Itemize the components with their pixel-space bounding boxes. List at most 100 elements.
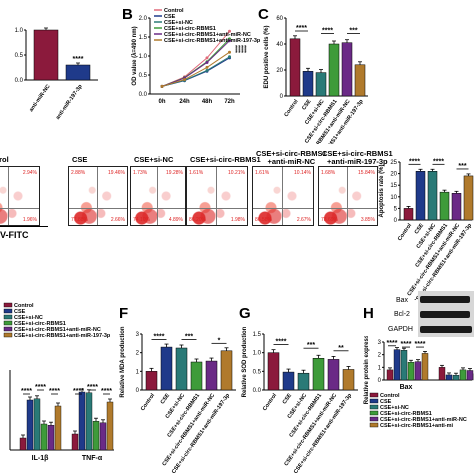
chart-panel-a: 1.0 0.5 0.0 anti-miR-NC anti-miR-197-3p **** bbox=[15, 27, 98, 121]
h-legend-label: CSE+si-circ-RBMS1 bbox=[380, 411, 432, 417]
flow-quadrant-value: 86.20% bbox=[189, 217, 206, 223]
h-bar bbox=[386, 369, 394, 381]
e-bar bbox=[78, 391, 86, 451]
flow-gate-h bbox=[131, 207, 185, 209]
flow-gate-h bbox=[253, 207, 313, 209]
panel-label-b: B bbox=[122, 6, 133, 23]
flow-dots bbox=[253, 167, 313, 225]
g-ylabel: Relative SOD production bbox=[242, 326, 248, 397]
flow-quadrant-value: 10.14% bbox=[294, 170, 311, 176]
c-bar bbox=[302, 71, 314, 97]
blot-label-gapdh: GAPDH bbox=[388, 326, 413, 333]
e-significance: **** bbox=[35, 384, 46, 391]
f-ylabel: Relative MDA production bbox=[120, 326, 126, 397]
flow-quadrant-value: 1.73% bbox=[133, 170, 148, 176]
panel-label-f: F bbox=[119, 305, 129, 322]
h-legend-label: CSE+si-circ-RBMS1+anti-miR-NC bbox=[380, 417, 467, 423]
e-legend-label: CSE+si-circ-RBMS1+anti-miR-NC bbox=[14, 327, 101, 333]
flow-plot: 1.73% 19.28% 74.10% 4.89% bbox=[130, 166, 186, 226]
h-legend-swatch bbox=[369, 410, 379, 416]
flow-plot: 1.61% 10.21% 86.20% 1.98% bbox=[186, 166, 248, 226]
f-bar bbox=[145, 371, 158, 391]
flow-axis-arrow bbox=[0, 226, 48, 227]
flow-gate-v bbox=[346, 167, 348, 225]
h-bar bbox=[466, 370, 474, 381]
e-bar bbox=[99, 422, 107, 451]
d-ylabel: Apoptosis rate (%) bbox=[379, 164, 385, 217]
h-ytick-label: 2 bbox=[378, 353, 382, 359]
e-significance: **** bbox=[49, 388, 60, 395]
flow-quadrant-value: 2.88% bbox=[71, 170, 86, 176]
g-xtick-label: Control bbox=[262, 392, 278, 412]
c-ylabel: EDU positive cells (%) bbox=[264, 25, 270, 88]
d-bar bbox=[403, 208, 414, 221]
h-significance: **** bbox=[415, 341, 426, 348]
flow-x-axis-label: V-FITC bbox=[0, 230, 29, 240]
blot-band-bcl2 bbox=[420, 311, 470, 318]
flow-title: Control bbox=[0, 155, 9, 164]
a-bar bbox=[33, 29, 59, 81]
d-ytick-label: 0 bbox=[394, 218, 398, 224]
c-bar bbox=[315, 72, 327, 97]
flow-dots bbox=[0, 167, 39, 225]
b-significance: **** bbox=[241, 45, 247, 53]
flow-title: CSE+si-circ-RBMS1 +anti-miR-NC bbox=[256, 149, 327, 166]
flow-quadrant-value: 1.68% bbox=[321, 170, 336, 176]
f-bar bbox=[220, 350, 233, 391]
flow-quadrant-value: 10.21% bbox=[228, 170, 245, 176]
flow-dots bbox=[69, 167, 127, 225]
e-legend-label: CSE bbox=[14, 309, 26, 315]
f-significance: *** bbox=[185, 334, 193, 341]
g-ytick-label: 1.5 bbox=[253, 332, 262, 338]
flow-quadrant-value: 1.61% bbox=[255, 170, 270, 176]
f-bar bbox=[190, 361, 203, 391]
c-ytick-label: 0 bbox=[280, 94, 284, 100]
c-bar bbox=[341, 42, 353, 97]
panel-label-h: H bbox=[363, 305, 374, 322]
b-point bbox=[228, 29, 231, 33]
c-bar bbox=[289, 38, 301, 97]
flow-quadrant-value: 4.89% bbox=[168, 217, 183, 223]
g-significance: ** bbox=[338, 345, 344, 352]
h-bar bbox=[393, 349, 401, 381]
flow-quadrant-value: 1.61% bbox=[189, 170, 204, 176]
e-bar bbox=[19, 437, 27, 451]
g-bar bbox=[327, 359, 340, 391]
b-xtick-label: 72h bbox=[224, 99, 235, 105]
c-ytick-label: 40 bbox=[276, 42, 283, 48]
d-ytick-label: 10 bbox=[390, 195, 397, 201]
e-legend-swatch bbox=[3, 302, 13, 308]
flow-quadrant-value: 77.88% bbox=[71, 217, 88, 223]
a-significance: **** bbox=[73, 56, 84, 63]
h-legend-label: Control bbox=[380, 393, 400, 399]
e-bar bbox=[54, 405, 62, 451]
b-significance: **** bbox=[238, 45, 244, 53]
e-bar bbox=[40, 423, 48, 451]
g-significance: **** bbox=[276, 338, 287, 345]
b-series-line bbox=[161, 40, 230, 87]
flow-quadrant-value: 1.96% bbox=[22, 217, 37, 223]
h-bar bbox=[400, 350, 408, 381]
e-legend-swatch bbox=[3, 326, 13, 332]
c-bar bbox=[354, 64, 366, 97]
chart-panel-d: 25 20 15 10 5 0 Apoptosis rate (%) Control CSECS… bbox=[379, 158, 474, 300]
b-xtick-label: 0h bbox=[158, 99, 165, 105]
flow-quadrant-value: 3.85% bbox=[360, 217, 375, 223]
e-legend-swatch bbox=[3, 308, 13, 314]
e-legend-label: Control bbox=[14, 303, 34, 309]
a-ytick-label: 0.0 bbox=[15, 78, 24, 84]
d-ytick-label: 25 bbox=[390, 160, 397, 166]
panel-label-g: G bbox=[239, 305, 251, 322]
f-xtick-label: Control bbox=[140, 392, 156, 412]
f-bar bbox=[175, 347, 188, 391]
b-ytick-label: 1.5 bbox=[139, 35, 148, 41]
f-ytick-label: 3 bbox=[136, 332, 140, 338]
b-ylabel: OD value (λ=490 nm) bbox=[132, 26, 138, 85]
b-xtick-label: 48h bbox=[202, 99, 213, 105]
h-bar bbox=[407, 362, 415, 381]
h-legend-swatch bbox=[369, 422, 379, 428]
e-bar bbox=[26, 399, 34, 451]
h-legend-label: CSE bbox=[380, 399, 392, 405]
flow-dots bbox=[131, 167, 185, 225]
